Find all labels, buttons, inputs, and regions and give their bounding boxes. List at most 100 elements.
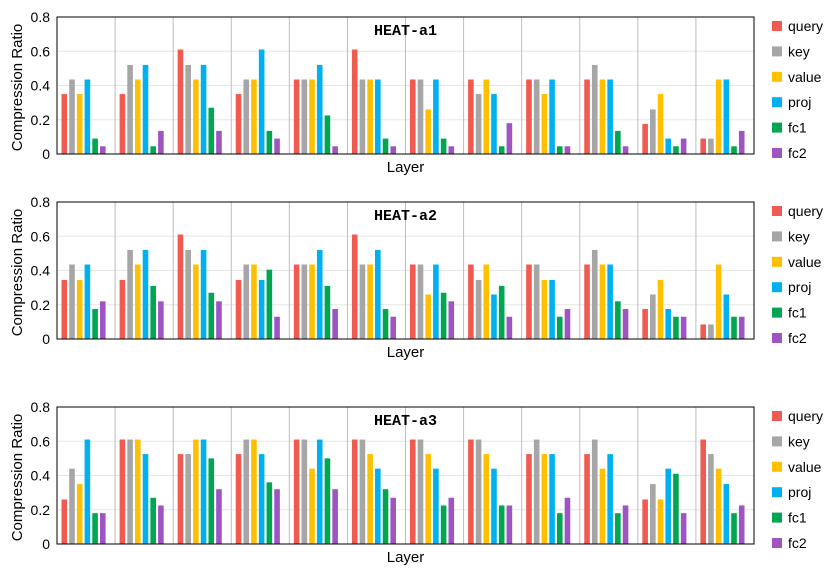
bar-fc2-layer-1 <box>100 146 106 154</box>
legend-swatch-proj <box>772 97 782 108</box>
bar-query-layer-11 <box>642 499 648 544</box>
legend-label-fc2: fc2 <box>788 145 807 161</box>
bar-key-layer-8 <box>475 94 482 154</box>
bar-query-layer-7 <box>410 79 416 154</box>
bar-key-layer-11 <box>650 484 656 544</box>
bar-key-layer-3 <box>185 64 191 154</box>
bar-proj-layer-7 <box>433 79 439 154</box>
bar-fc2-layer-5 <box>332 309 338 339</box>
bar-value-layer-5 <box>309 264 315 339</box>
bar-key-layer-3 <box>185 249 191 339</box>
bar-fc1-layer-9 <box>556 316 563 339</box>
bar-fc2-layer-9 <box>564 146 571 154</box>
bar-query-layer-8 <box>468 79 474 154</box>
bar-query-layer-12 <box>700 324 707 339</box>
legend-label-value: value <box>788 459 822 475</box>
y-axis-label: Compression Ratio <box>9 24 26 152</box>
bar-query-layer-2 <box>119 94 126 154</box>
y-tick-label: 0.8 <box>31 9 51 25</box>
bar-proj-layer-10 <box>607 264 613 339</box>
bar-query-layer-10 <box>584 79 590 154</box>
x-axis-label: Layer <box>387 159 425 176</box>
bar-key-layer-1 <box>69 468 75 544</box>
bar-key-layer-3 <box>185 454 191 544</box>
bar-fc1-layer-6 <box>382 489 389 544</box>
bar-proj-layer-8 <box>491 94 497 154</box>
bar-proj-layer-2 <box>142 454 149 544</box>
legend-swatch-fc1 <box>772 512 782 523</box>
bar-fc1-layer-6 <box>382 309 389 339</box>
bar-value-layer-6 <box>367 454 373 544</box>
bar-fc2-layer-1 <box>100 301 106 339</box>
bar-key-layer-11 <box>650 294 656 339</box>
bar-fc2-layer-8 <box>506 123 513 154</box>
bar-key-layer-10 <box>591 439 598 544</box>
bar-query-layer-4 <box>235 454 242 544</box>
bar-query-layer-12 <box>700 138 707 154</box>
bar-query-layer-3 <box>177 49 184 154</box>
y-axis-label: Compression Ratio <box>9 209 26 337</box>
bar-value-layer-8 <box>483 454 490 544</box>
legend-label-fc2: fc2 <box>788 330 807 346</box>
bar-proj-layer-6 <box>375 249 381 339</box>
bar-fc2-layer-6 <box>390 146 397 154</box>
bar-fc2-layer-8 <box>506 316 513 339</box>
bar-proj-layer-3 <box>200 64 207 154</box>
bar-fc2-layer-12 <box>738 505 745 544</box>
bar-fc1-layer-2 <box>150 146 156 154</box>
bar-fc2-layer-12 <box>738 130 745 154</box>
bar-query-layer-5 <box>293 79 300 154</box>
bar-key-layer-9 <box>533 79 540 154</box>
bar-query-layer-4 <box>235 94 242 154</box>
y-tick-label: 0.8 <box>31 194 51 210</box>
legend-swatch-proj <box>772 487 782 498</box>
bar-value-layer-3 <box>193 79 199 154</box>
bar-value-layer-1 <box>76 484 83 544</box>
legend-swatch-key <box>772 231 782 242</box>
legend-label-fc1: fc1 <box>788 305 807 321</box>
bar-proj-layer-6 <box>375 468 381 544</box>
bar-key-layer-1 <box>69 264 75 339</box>
bar-query-layer-4 <box>235 279 242 339</box>
plot-frame <box>56 406 755 545</box>
bar-fc2-layer-10 <box>622 309 629 339</box>
legend-swatch-value <box>772 71 782 82</box>
bar-fc1-layer-11 <box>673 146 679 154</box>
bar-fc1-layer-8 <box>498 146 505 154</box>
bar-fc2-layer-3 <box>216 489 222 544</box>
bar-fc2-layer-11 <box>680 138 687 154</box>
y-tick-label: 0.6 <box>31 433 51 449</box>
bar-key-layer-1 <box>69 79 75 154</box>
bar-query-layer-12 <box>700 439 707 544</box>
bar-proj-layer-12 <box>723 79 730 154</box>
bar-value-layer-7 <box>425 454 431 544</box>
bar-query-layer-1 <box>61 279 68 339</box>
bar-key-layer-6 <box>359 79 366 154</box>
plot-frame <box>56 201 755 340</box>
bar-query-layer-8 <box>468 439 474 544</box>
bar-query-layer-1 <box>61 499 68 544</box>
legend-label-proj: proj <box>788 484 811 500</box>
bar-query-layer-3 <box>177 234 184 339</box>
bar-value-layer-2 <box>134 439 141 544</box>
bar-key-layer-5 <box>301 79 308 154</box>
bar-key-layer-8 <box>475 279 482 339</box>
y-tick-label: 0 <box>42 331 50 347</box>
bar-key-layer-6 <box>359 264 366 339</box>
legend-label-fc1: fc1 <box>788 510 807 526</box>
legend-label-value: value <box>788 254 822 270</box>
legend-label-query: query <box>788 203 823 219</box>
bar-proj-layer-10 <box>607 79 613 154</box>
bar-fc1-layer-9 <box>556 513 563 544</box>
bar-value-layer-6 <box>367 79 373 154</box>
bar-fc2-layer-7 <box>448 146 455 154</box>
bar-fc1-layer-3 <box>208 458 215 544</box>
legend-swatch-fc2 <box>772 333 782 343</box>
bar-fc2-layer-9 <box>564 309 571 339</box>
bar-proj-layer-12 <box>723 484 730 544</box>
bar-proj-layer-1 <box>84 264 91 339</box>
bar-fc1-layer-7 <box>440 138 447 154</box>
legend-swatch-fc1 <box>772 122 782 133</box>
bar-fc2-layer-4 <box>274 316 280 339</box>
legend-label-key: key <box>788 43 810 59</box>
